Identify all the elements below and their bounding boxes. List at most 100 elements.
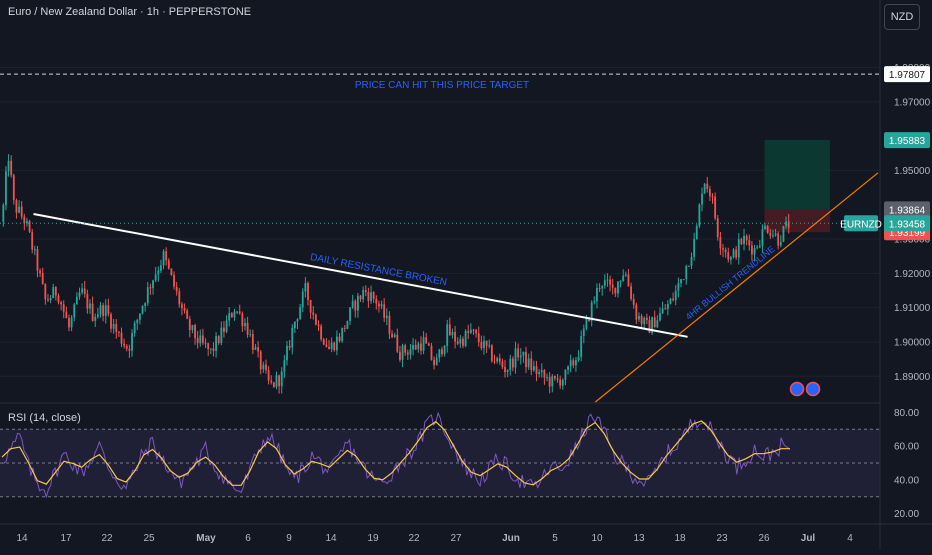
candle-body (519, 355, 522, 358)
candle-body (383, 304, 386, 318)
candle-body (603, 280, 606, 286)
x-tick-label: 13 (633, 533, 645, 544)
x-tick-label: 19 (367, 533, 379, 544)
candle-body (125, 345, 128, 349)
candle-body (267, 370, 270, 381)
candle-body (183, 308, 186, 311)
candle-body (695, 225, 698, 240)
candle-body (648, 319, 651, 333)
candle-body (653, 317, 656, 328)
candle-body (559, 379, 562, 386)
candle-body (275, 375, 278, 387)
candle-body (441, 349, 443, 355)
candle-body (351, 300, 354, 308)
candle-body (104, 305, 107, 316)
rsi-indicator-label[interactable]: RSI (14, close) (8, 412, 81, 424)
x-tick-label: Jul (801, 533, 816, 544)
candle-body (485, 340, 488, 347)
candle-body (165, 251, 168, 261)
candle-body (364, 290, 367, 293)
candle-body (223, 327, 225, 332)
candle-body (430, 345, 433, 360)
candle-body (7, 160, 10, 172)
candle-body (312, 312, 315, 315)
candle-body (572, 360, 575, 366)
candle-body (396, 334, 399, 352)
candle-body (238, 311, 241, 314)
y-tick-label: 1.97000 (894, 97, 931, 108)
symbol-tag-bg (844, 215, 878, 232)
x-tick-label: 25 (143, 533, 155, 544)
candle-body (530, 358, 533, 371)
candle-body (687, 265, 690, 267)
candle-body (138, 313, 141, 320)
candle-body (70, 317, 73, 328)
candle-body (12, 175, 15, 201)
candle-body (254, 347, 257, 350)
candle-body (49, 298, 52, 301)
candle-body (740, 239, 743, 244)
candle-body (196, 338, 199, 344)
candle-body (372, 292, 375, 299)
candle-body (175, 286, 178, 292)
candle-body (593, 301, 596, 303)
candle-body (472, 329, 475, 331)
candle-body (338, 336, 341, 341)
candle-body (291, 327, 294, 348)
candle-body (643, 317, 646, 325)
candle-body (561, 379, 564, 386)
candle-body (359, 295, 362, 300)
candle-body (296, 319, 299, 322)
candle-body (772, 235, 774, 237)
candle-body (230, 313, 233, 318)
currency-button[interactable]: NZD (884, 4, 920, 30)
candle-body (777, 233, 780, 246)
candles (2, 154, 790, 394)
candle-body (44, 283, 47, 300)
candle-body (666, 304, 669, 309)
candle-body (15, 200, 18, 213)
candle-body (638, 316, 640, 320)
candle-body (750, 245, 753, 255)
candle-body (112, 324, 115, 329)
chart-lines (0, 73, 880, 403)
candle-body (761, 229, 764, 246)
x-tick-label: 17 (60, 533, 72, 544)
candle-body (711, 196, 714, 198)
candle-body (257, 347, 260, 352)
x-tick-label: Jun (502, 533, 520, 544)
candle-body (73, 304, 76, 318)
candle-body (249, 334, 252, 336)
candle-body (18, 206, 20, 213)
candle-body (582, 328, 585, 336)
candle-body (535, 366, 538, 375)
candle-body (651, 317, 654, 333)
candle-body (157, 270, 160, 275)
x-tick-label: 14 (325, 533, 337, 544)
candle-body (509, 358, 512, 371)
x-tick-label: 4 (847, 533, 853, 544)
candle-body (262, 364, 265, 370)
candle-body (425, 337, 428, 344)
candle-body (448, 324, 451, 336)
price-label: 1.93864 (889, 205, 926, 216)
candle-body (233, 311, 236, 318)
candle-body (107, 305, 110, 315)
candle-body (787, 221, 790, 228)
candle-body (123, 343, 126, 346)
candle-body (228, 313, 231, 321)
rsi-band (0, 428, 880, 498)
main-grid (0, 66, 880, 377)
candle-body (91, 303, 94, 321)
candle-body (399, 351, 401, 360)
position-box (764, 140, 830, 233)
candle-body (496, 358, 499, 362)
candle-body (417, 343, 420, 350)
candle-body (225, 320, 228, 332)
candle-body (60, 302, 63, 305)
candle-body (343, 327, 346, 329)
candle-body (283, 360, 286, 372)
candle-body (635, 304, 638, 320)
candle-body (251, 334, 254, 350)
